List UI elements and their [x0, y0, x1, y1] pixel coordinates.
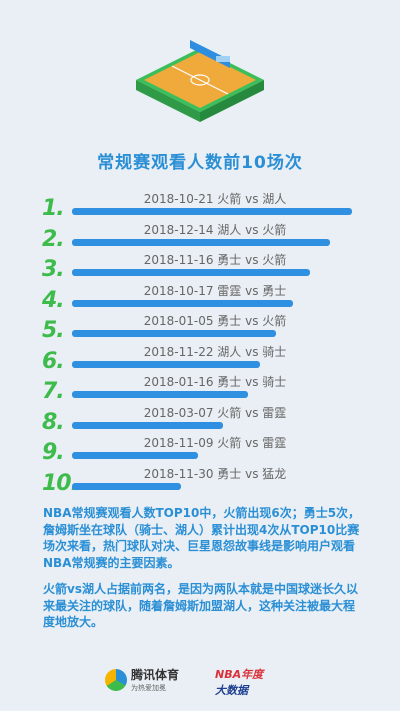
category-label: 2018-10-21 火箭 vs 湖人 [143, 192, 287, 206]
rank-label: 8. [42, 409, 65, 435]
bar-row: 8. 2018-03-07 火箭 vs 雷霆 [0, 404, 400, 435]
bar-row: 6. 2018-11-22 湖人 vs 骑士 [0, 343, 400, 374]
category-label: 2018-11-16 勇士 vs 火箭 [143, 253, 287, 267]
bar [72, 391, 249, 398]
bar-row: 4. 2018-10-17 雷霆 vs 勇士 [0, 282, 400, 313]
bar-row: 9. 2018-11-09 火箭 vs 雷霆 [0, 434, 400, 465]
rank-label: 2. [42, 226, 65, 252]
bar [72, 238, 330, 246]
category-label: 2018-01-16 勇士 vs 骑士 [143, 375, 287, 389]
tencent-sports-icon [105, 668, 127, 691]
rank-label: 4. [42, 287, 65, 313]
category-label: 2018-11-30 勇士 vs 猛龙 [143, 466, 287, 481]
rank-label: 5. [42, 318, 65, 343]
tencent-sports-name: 腾讯体育 [131, 668, 180, 682]
bar [72, 360, 260, 368]
rank-label: 3. [42, 257, 65, 282]
bar [72, 452, 198, 459]
bar [72, 421, 224, 429]
bar [72, 482, 182, 490]
bar-row: 1. 2018-10-21 火箭 vs 湖人 [0, 190, 400, 221]
rank-label: 9. [42, 440, 65, 465]
bar-row: 5. 2018-01-05 勇士 vs 火箭 [0, 312, 400, 343]
tencent-sports-slogan: 为热爱加冕 [131, 684, 166, 692]
summary-paragraph-2: 火箭vs湖人占据前两名，是因为两队本就是中国球迷长久以来最关注的球队，随着詹姆斯… [43, 582, 358, 629]
bar-row: 3. 2018-11-16 勇士 vs 火箭 [0, 251, 400, 282]
chart-title: 常规赛观看人数前10场次 [97, 153, 303, 173]
rank-label: 7. [42, 379, 65, 404]
footer-logos: 腾讯体育 为热爱加冕 NBA年度 大数据 [105, 666, 325, 698]
category-label: 2018-11-22 湖人 vs 骑士 [143, 344, 287, 359]
rank-label: 1. [42, 196, 65, 221]
nba-logo-line2: 大数据 [215, 684, 248, 697]
category-label: 2018-03-07 火箭 vs 雷霆 [143, 405, 287, 420]
tencent-sports-logo: 腾讯体育 为热爱加冕 [105, 666, 179, 693]
bar [72, 208, 352, 215]
category-label: 2018-10-17 雷霆 vs 勇士 [143, 283, 287, 298]
basketball-court-illustration [136, 40, 264, 122]
category-label: 2018-12-14 湖人 vs 火箭 [143, 222, 287, 237]
summary-text: NBA常规赛观看人数TOP10中，火箭出现6次；勇士5次，詹姆斯坐在球队（骑士、… [43, 505, 361, 641]
rank-label: 6. [42, 348, 65, 374]
nba-logo-line1: NBA年度 [215, 668, 264, 681]
bar [72, 299, 294, 307]
bar-row: 10. 2018-11-30 勇士 vs 猛龙 [0, 465, 400, 496]
category-label: 2018-01-05 勇士 vs 火箭 [143, 314, 287, 328]
bar [72, 269, 310, 276]
bar [72, 330, 277, 337]
bar-row: 2. 2018-12-14 湖人 vs 火箭 [0, 221, 400, 252]
bar-row: 7. 2018-01-16 勇士 vs 骑士 [0, 373, 400, 404]
nba-big-data-logo: NBA年度 大数据 [215, 666, 263, 698]
summary-paragraph-1: NBA常规赛观看人数TOP10中，火箭出现6次；勇士5次，詹姆斯坐在球队（骑士、… [43, 506, 361, 570]
category-label: 2018-11-09 火箭 vs 雷霆 [143, 436, 287, 450]
